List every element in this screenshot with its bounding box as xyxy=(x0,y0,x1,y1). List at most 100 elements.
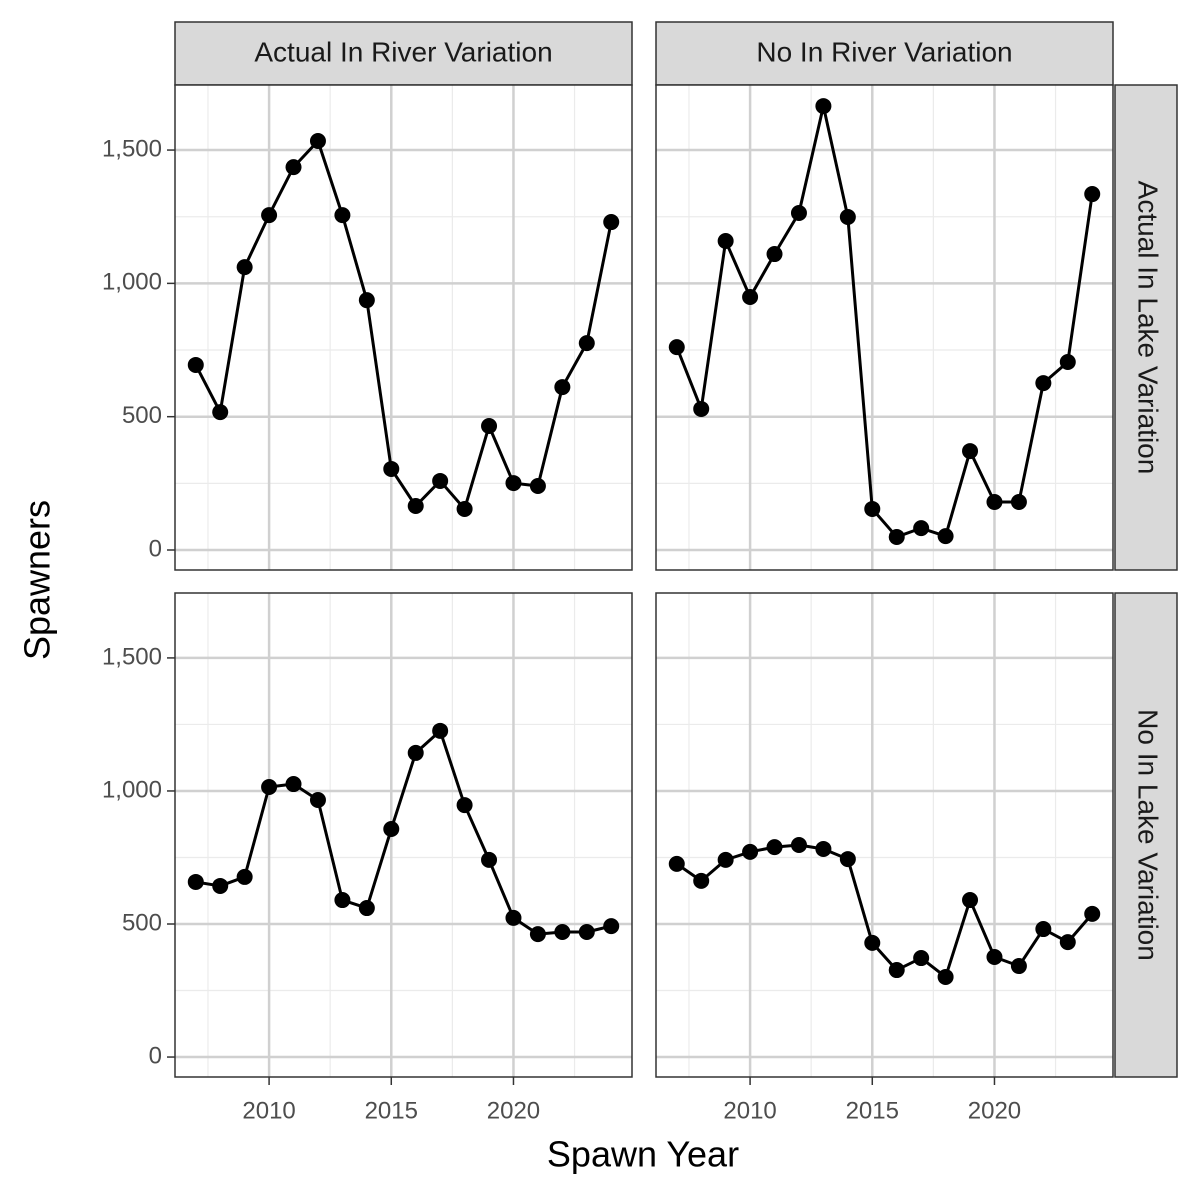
point xyxy=(236,868,253,885)
point xyxy=(790,836,807,853)
point xyxy=(236,259,253,276)
point xyxy=(1084,905,1101,922)
point xyxy=(187,873,204,890)
point xyxy=(913,520,930,537)
point xyxy=(212,404,229,421)
panel-border xyxy=(174,592,633,1078)
y-tick-label: 500 xyxy=(122,909,162,936)
point xyxy=(962,892,979,909)
point xyxy=(693,872,710,889)
point xyxy=(383,821,400,838)
point xyxy=(668,855,685,872)
x-tick-label: 2015 xyxy=(365,1097,418,1124)
point xyxy=(285,776,302,793)
point xyxy=(815,840,832,857)
point xyxy=(505,475,522,492)
point xyxy=(693,400,710,417)
point xyxy=(456,797,473,814)
point xyxy=(261,207,278,224)
x-tick-label: 2010 xyxy=(723,1097,776,1124)
point xyxy=(986,948,1003,965)
point xyxy=(717,851,734,868)
y-tick-label: 500 xyxy=(122,402,162,429)
point xyxy=(888,962,905,979)
strip-label: Actual In River Variation xyxy=(254,36,552,67)
x-tick-label: 2010 xyxy=(242,1097,295,1124)
point xyxy=(937,528,954,545)
point xyxy=(766,839,783,856)
point xyxy=(358,900,375,917)
y-tick-label: 1,000 xyxy=(102,269,162,296)
point xyxy=(742,288,759,305)
point xyxy=(742,843,759,860)
point xyxy=(309,792,326,809)
x-tick-label: 2020 xyxy=(968,1097,1021,1124)
point xyxy=(962,443,979,460)
point xyxy=(285,159,302,176)
point xyxy=(432,722,449,739)
panel xyxy=(174,84,633,571)
point xyxy=(334,207,351,224)
point xyxy=(212,877,229,894)
panel-background xyxy=(656,593,1113,1077)
point xyxy=(529,478,546,495)
y-tick-label: 1,500 xyxy=(102,135,162,162)
panel-border xyxy=(655,84,1114,571)
point xyxy=(717,232,734,249)
point xyxy=(481,418,498,435)
point xyxy=(529,926,546,943)
point xyxy=(1010,958,1027,975)
point xyxy=(1010,494,1027,511)
strip xyxy=(174,21,633,86)
point xyxy=(1035,375,1052,392)
panel-background xyxy=(656,85,1113,570)
panel xyxy=(174,592,633,1078)
point xyxy=(1084,186,1101,203)
point xyxy=(603,918,620,935)
point xyxy=(456,500,473,517)
panel-border xyxy=(174,84,633,571)
point xyxy=(766,246,783,263)
point xyxy=(261,778,278,795)
panel xyxy=(655,84,1114,571)
point xyxy=(864,934,881,951)
y-tick-label: 1,500 xyxy=(102,643,162,670)
point xyxy=(432,472,449,489)
point xyxy=(481,851,498,868)
y-tick-label: 1,000 xyxy=(102,776,162,803)
strip-label: No In River Variation xyxy=(756,36,1012,67)
point xyxy=(554,923,571,940)
point xyxy=(986,494,1003,511)
point xyxy=(1035,921,1052,938)
strip xyxy=(1114,84,1178,571)
point xyxy=(839,208,856,225)
point xyxy=(578,335,595,352)
strip xyxy=(1114,592,1178,1078)
point xyxy=(334,892,351,909)
strip-label: Actual In Lake Variation xyxy=(1133,181,1164,475)
point xyxy=(309,132,326,149)
strip xyxy=(655,21,1114,86)
line xyxy=(675,104,1094,539)
point xyxy=(187,356,204,373)
panel-background xyxy=(175,593,632,1077)
panel xyxy=(655,592,1114,1078)
panel-border xyxy=(655,592,1114,1078)
point xyxy=(815,98,832,115)
point xyxy=(668,339,685,356)
y-axis-title: Spawners xyxy=(17,500,58,660)
point xyxy=(937,968,954,985)
point xyxy=(407,498,424,515)
point xyxy=(554,379,571,396)
point xyxy=(603,214,620,231)
point xyxy=(383,460,400,477)
point xyxy=(839,851,856,868)
point xyxy=(790,204,807,221)
point xyxy=(1059,934,1076,951)
x-axis-title: Spawn Year xyxy=(547,1134,739,1175)
y-tick-label: 0 xyxy=(149,535,162,562)
point xyxy=(1059,354,1076,371)
y-tick-label: 0 xyxy=(149,1042,162,1069)
point xyxy=(888,528,905,545)
